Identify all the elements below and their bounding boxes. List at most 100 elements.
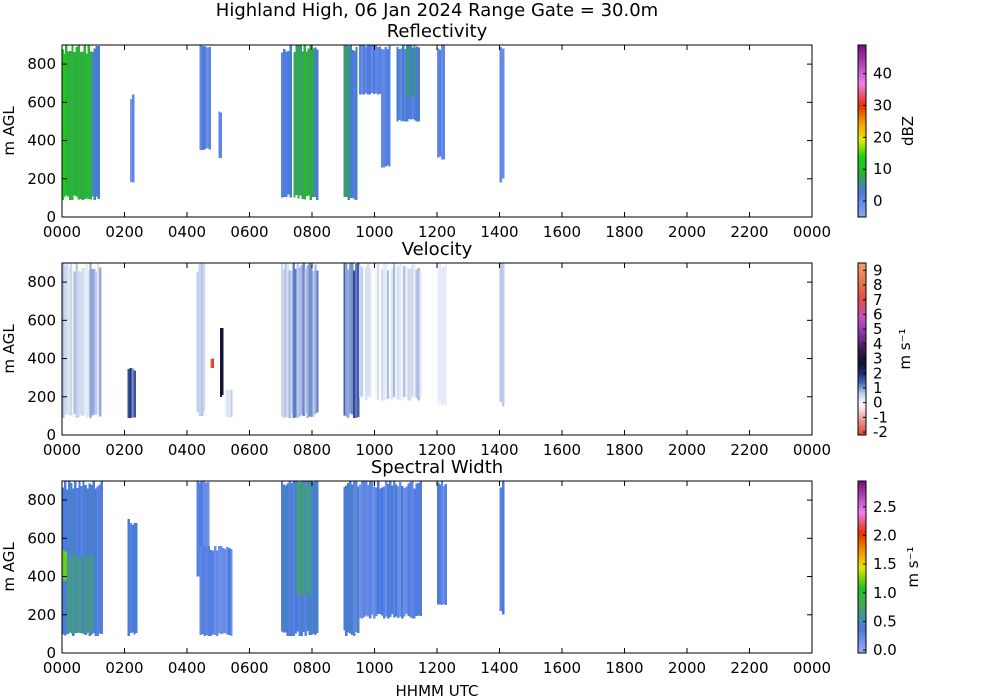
- data-cell: [405, 266, 408, 397]
- y-tick-label: 200: [27, 388, 56, 406]
- colorbar-segment: [858, 212, 866, 216]
- data-cell: [396, 46, 399, 122]
- data-cell: [130, 99, 133, 183]
- data-cell: [347, 269, 350, 418]
- colorbar-segment: [858, 327, 866, 331]
- colorbar-segment: [858, 582, 866, 585]
- colorbar-segment: [858, 111, 866, 115]
- colorbar-segment: [858, 524, 866, 527]
- colorbar-segment: [858, 519, 866, 523]
- colorbar-segment: [858, 422, 866, 425]
- data-cell: [212, 358, 214, 369]
- colorbar-tick-label: 5: [873, 320, 883, 338]
- data-cell: [282, 484, 286, 633]
- colorbar-segment: [858, 616, 866, 620]
- colorbar-segment: [858, 199, 866, 203]
- data-cell: [66, 557, 70, 634]
- data-cell: [309, 45, 312, 200]
- colorbar-segment: [858, 137, 866, 141]
- colorbar-segment: [858, 325, 866, 328]
- data-cell: [360, 481, 364, 619]
- colorbar-segment: [858, 567, 866, 570]
- data-cell: [80, 557, 84, 634]
- data-cell: [203, 46, 207, 149]
- colorbar-segment: [858, 156, 866, 160]
- colorbar-tick-label: 20: [873, 128, 892, 146]
- data-cell: [77, 270, 80, 417]
- colorbar-segment: [858, 564, 866, 568]
- colorbar-segment: [858, 191, 866, 194]
- colorbar-segment: [858, 141, 866, 145]
- colorbar-segment: [858, 417, 866, 421]
- data-cell: [501, 481, 505, 615]
- colorbar-segment: [858, 419, 866, 423]
- data-cell: [415, 46, 419, 122]
- data-cell: [202, 481, 206, 574]
- colorbar-segment: [858, 55, 866, 59]
- colorbar-segment: [858, 635, 866, 639]
- data-cell: [284, 485, 288, 633]
- colorbar-segment: [858, 577, 866, 581]
- colorbar-segment: [858, 269, 866, 273]
- data-cell: [499, 487, 503, 612]
- colorbar-segment: [858, 115, 866, 119]
- data-cell: [308, 486, 311, 593]
- colorbar-segment: [858, 333, 866, 337]
- data-cell: [71, 268, 75, 417]
- x-tick-label: 2000: [668, 659, 706, 677]
- x-tick-label: 1600: [543, 441, 581, 459]
- data-cell: [92, 481, 95, 633]
- colorbar-segment: [858, 528, 866, 531]
- data-cell: [362, 481, 366, 618]
- data-cell: [437, 263, 440, 407]
- data-cell: [351, 263, 354, 415]
- data-cell: [312, 271, 315, 417]
- colorbar-segment: [858, 182, 866, 186]
- colorbar-segment: [858, 498, 866, 501]
- data-cell: [70, 553, 74, 634]
- colorbar-segment: [858, 124, 866, 128]
- colorbar-segment: [858, 81, 866, 85]
- y-tick-label: 400: [27, 132, 56, 150]
- data-cell: [384, 46, 387, 167]
- data-cell: [282, 49, 286, 198]
- colorbar-segment: [858, 208, 866, 212]
- data-cell: [76, 557, 80, 633]
- data-cell: [224, 389, 227, 417]
- data-cell: [300, 265, 303, 416]
- colorbar-segment: [858, 396, 866, 399]
- x-tick-label: 0200: [105, 659, 143, 677]
- data-cell: [377, 263, 380, 400]
- colorbar-segment: [858, 389, 866, 393]
- data-cell: [224, 548, 227, 634]
- colorbar-segment: [858, 400, 866, 404]
- colorbar-segment: [858, 411, 866, 414]
- data-cell: [97, 46, 100, 200]
- colorbar-segment: [858, 318, 866, 322]
- data-cell: [286, 483, 290, 636]
- data-cell: [409, 268, 412, 401]
- data-cell: [349, 481, 352, 634]
- colorbar-segment: [858, 430, 866, 434]
- data-cell: [499, 47, 503, 183]
- data-cell: [370, 267, 374, 399]
- colorbar-segment: [858, 646, 866, 650]
- data-cell: [300, 481, 303, 595]
- data-cell: [294, 481, 297, 634]
- data-cell: [370, 481, 374, 615]
- data-cell: [62, 49, 64, 200]
- data-cell: [395, 484, 398, 617]
- colorbar-segment: [858, 547, 866, 551]
- data-cell: [228, 389, 231, 418]
- data-cell: [358, 45, 362, 95]
- data-cell: [208, 47, 211, 150]
- data-cell: [198, 263, 202, 416]
- data-cell: [345, 485, 348, 636]
- data-cell: [419, 270, 422, 398]
- colorbar-segment: [858, 79, 866, 83]
- data-cell: [409, 481, 412, 618]
- colorbar-segment: [858, 627, 866, 630]
- x-tick-label: 0400: [168, 659, 206, 677]
- data-cell: [133, 370, 136, 418]
